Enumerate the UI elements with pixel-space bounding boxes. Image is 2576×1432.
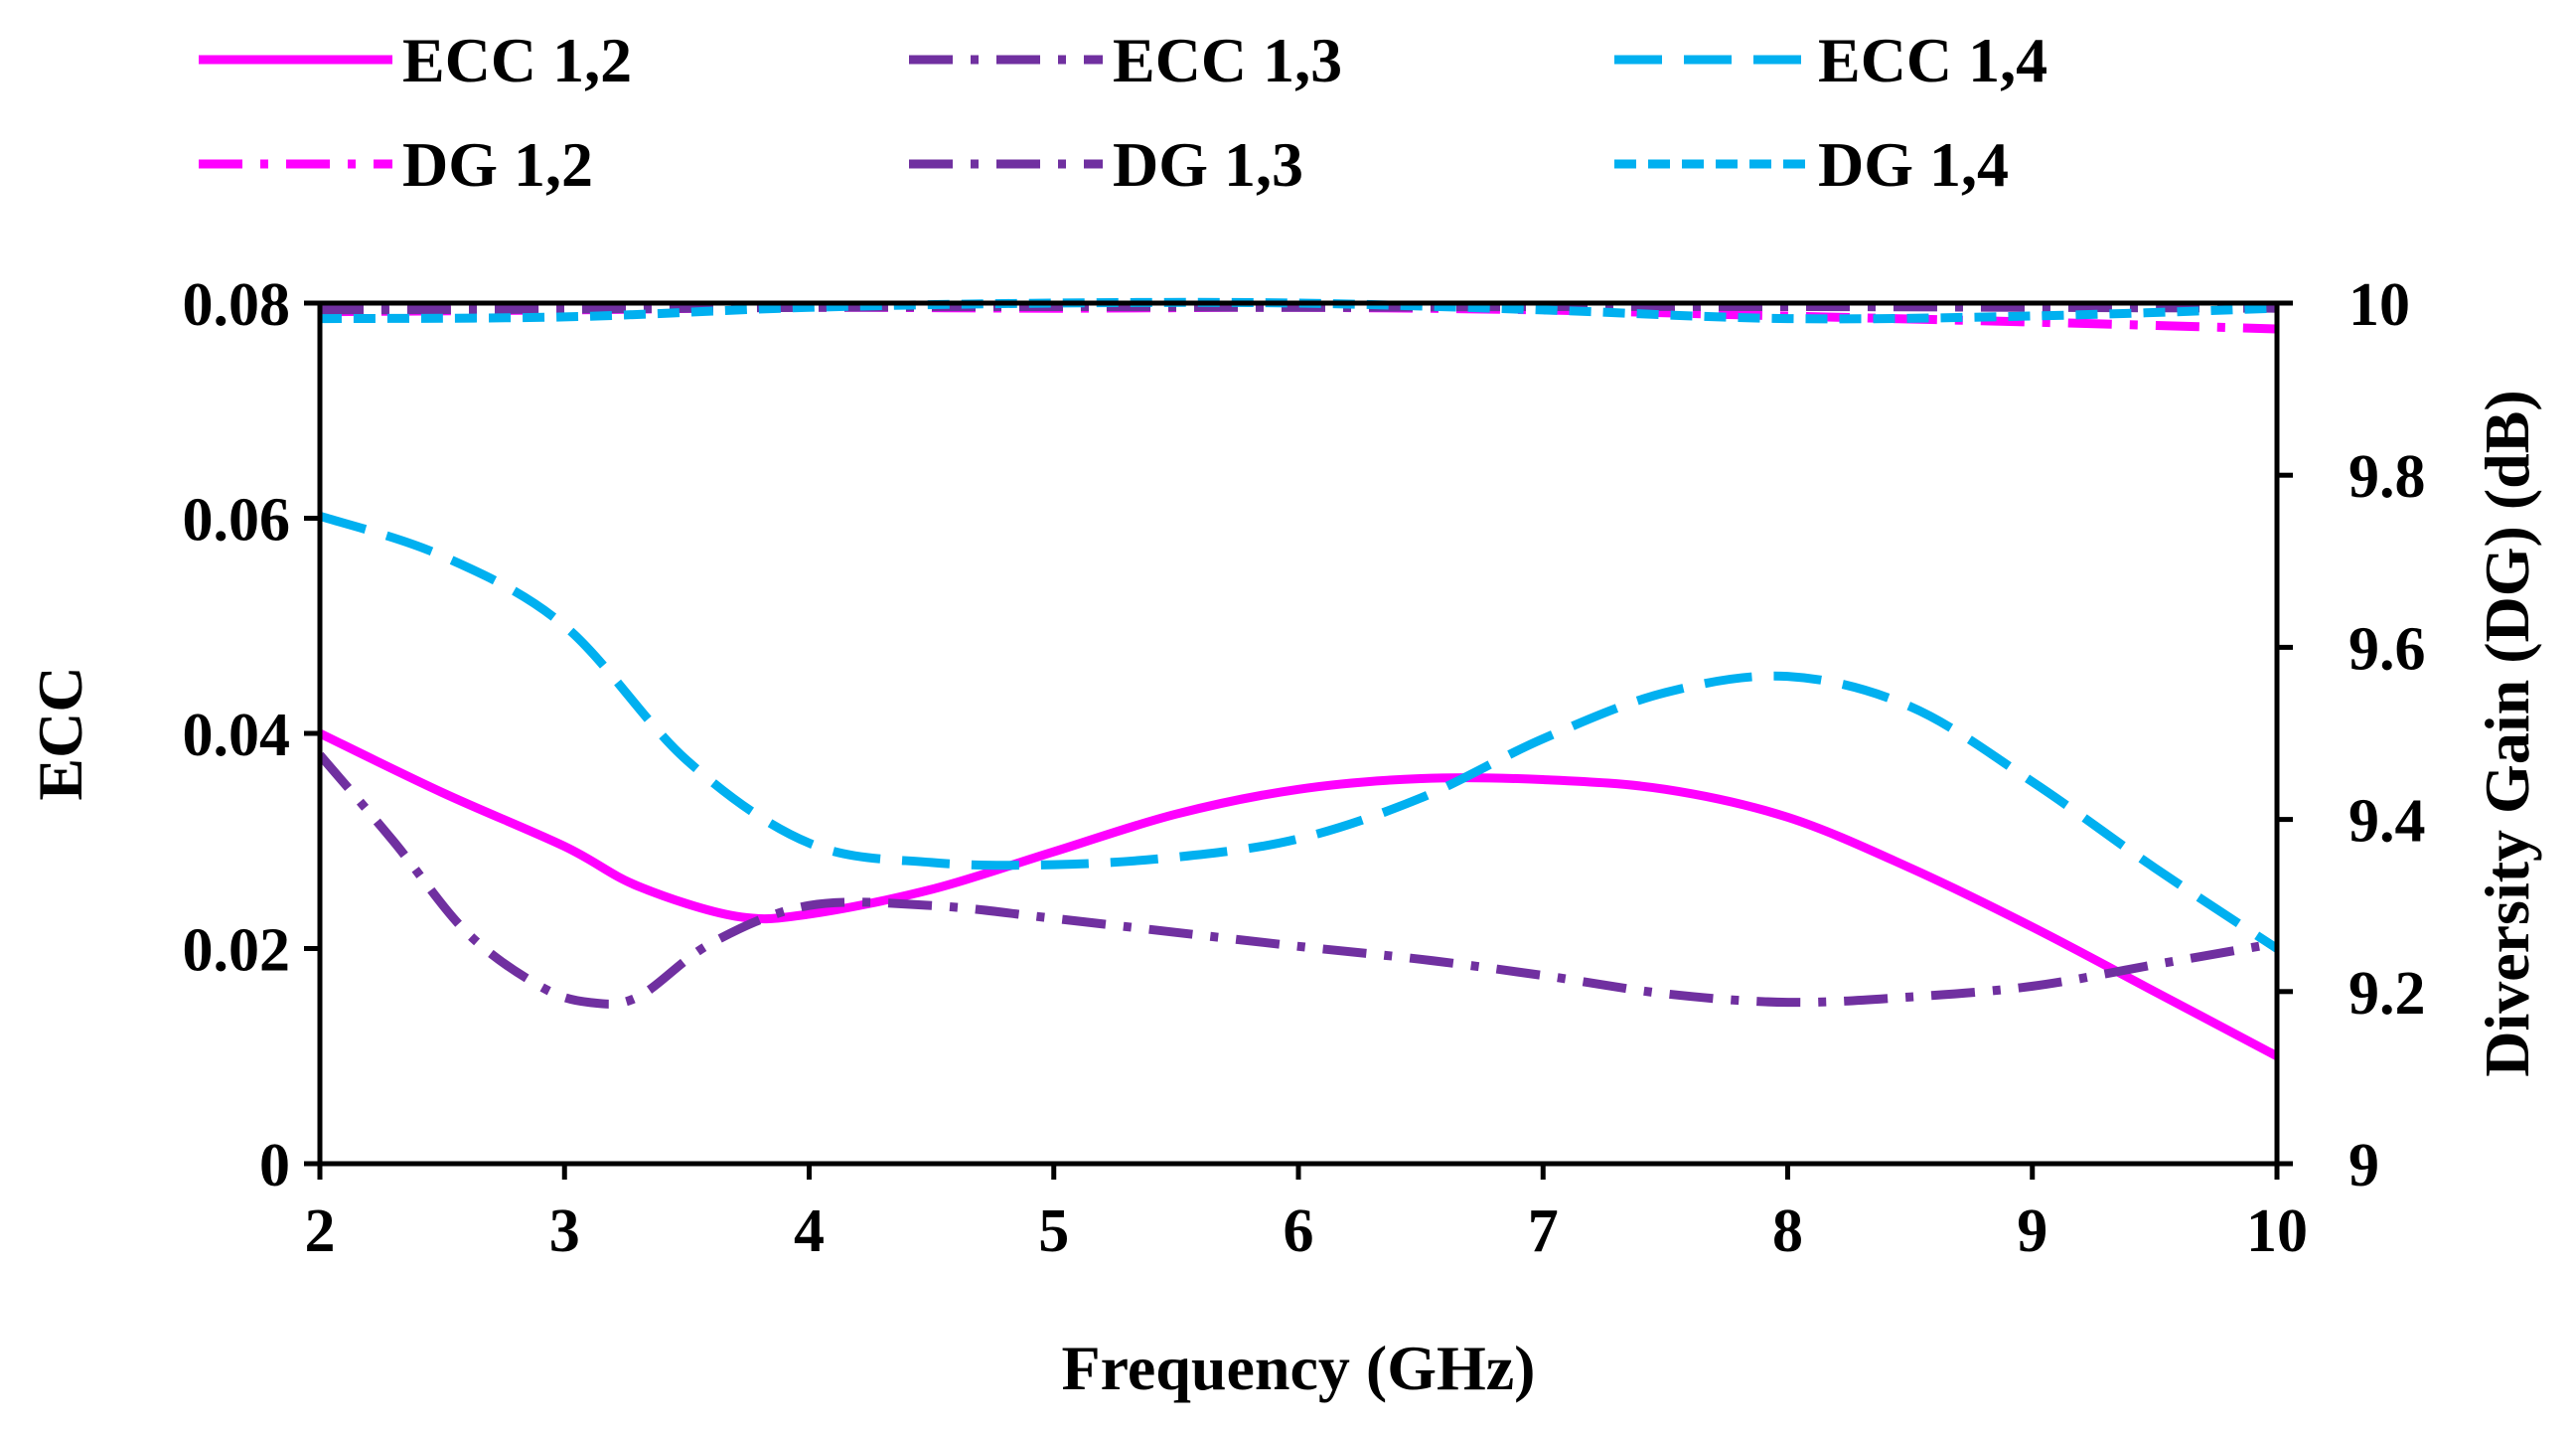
legend-label-ecc-1-2: ECC 1,2 <box>402 25 632 95</box>
legend-label-dg-1-2: DG 1,2 <box>402 129 593 200</box>
series-line-dg-1-4 <box>320 297 2277 324</box>
y-axis-left-title: ECC <box>25 666 95 800</box>
y-left-tick-label: 0.06 <box>183 487 291 555</box>
y-axis-right-title: Diversity Gain (DG) (dB) <box>2472 390 2542 1077</box>
y-right-tick-label: 9.6 <box>2349 615 2426 683</box>
x-tick-label: 7 <box>1528 1197 1559 1265</box>
y-right-tick-label: 9.2 <box>2349 960 2426 1028</box>
y-left-tick-label: 0.04 <box>183 702 291 769</box>
series-line-ecc-1-2 <box>320 728 2277 1060</box>
x-axis-title: Frequency (GHz) <box>1062 1333 1536 1403</box>
y-right-tick-label: 9.8 <box>2349 443 2426 511</box>
x-tick-label: 6 <box>1284 1197 1314 1265</box>
x-tick-label: 4 <box>794 1197 825 1265</box>
y-right-tick-label: 10 <box>2349 271 2410 339</box>
axes: 2 3 4 5 6 7 8 9 10 0 0.02 0.04 0.06 0.08 9 9.2 9.4 9.6 9.8… <box>183 271 2426 1265</box>
series-layer <box>320 297 2277 1060</box>
plot-area <box>317 297 2280 1167</box>
x-tick-label: 8 <box>1772 1197 1803 1265</box>
series-line-ecc-1-3 <box>320 751 2277 1009</box>
x-tick-label: 2 <box>305 1197 336 1265</box>
legend-label-dg-1-4: DG 1,4 <box>1818 129 2009 200</box>
legend-label-ecc-1-4: ECC 1,4 <box>1818 25 2047 95</box>
x-tick-label: 9 <box>2017 1197 2047 1265</box>
series-line-dg-1-3 <box>320 301 2277 315</box>
y-right-tick-label: 9 <box>2349 1132 2379 1199</box>
series-line-ecc-1-4 <box>320 512 2277 953</box>
x-tick-label: 3 <box>549 1197 580 1265</box>
legend-label-ecc-1-3: ECC 1,3 <box>1113 25 1342 95</box>
plot-frame <box>317 300 2280 1167</box>
x-tick-label: 10 <box>2246 1197 2308 1265</box>
legend-label-dg-1-3: DG 1,3 <box>1113 129 1303 200</box>
y-right-tick-label: 9.4 <box>2349 788 2426 856</box>
legend: ECC 1,2 ECC 1,3 ECC 1,4 DG 1,2 DG 1,3 DG 1,4 <box>199 25 2047 200</box>
x-tick-label: 5 <box>1038 1197 1069 1265</box>
y-left-tick-label: 0.08 <box>183 271 291 339</box>
y-left-tick-label: 0.02 <box>183 917 291 985</box>
y-left-tick-label: 0 <box>259 1132 290 1199</box>
